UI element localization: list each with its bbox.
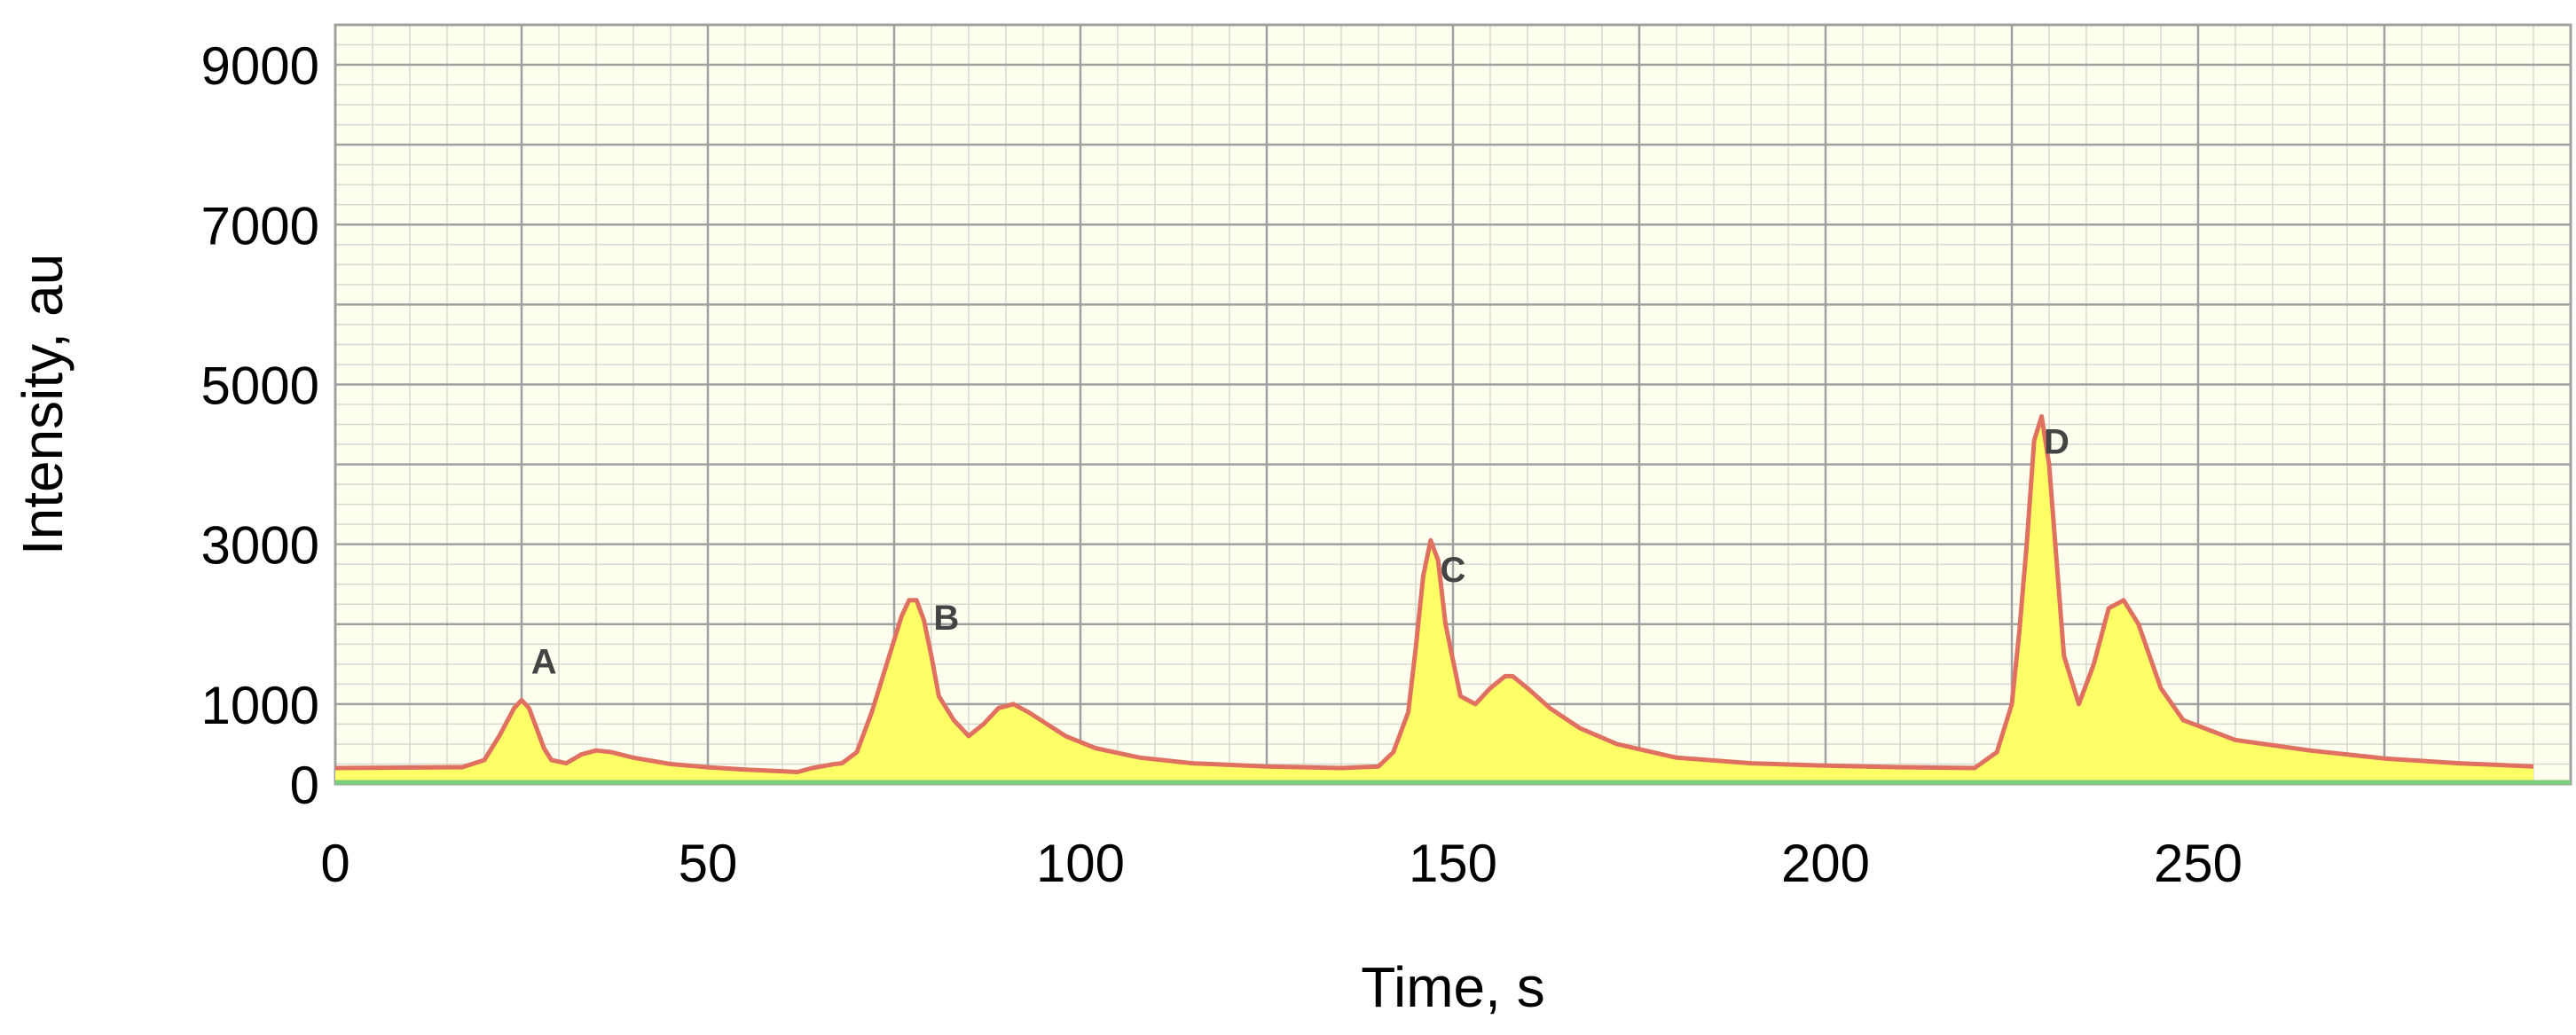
y-tick-labels: 0 1000 3000 5000 7000 9000 [201,36,319,815]
x-tick-label: 150 [1409,834,1497,893]
major-grid [334,23,2572,786]
y-axis-title: Intensity, au [11,254,75,555]
y-tick-label: 1000 [201,676,319,735]
x-tick-label: 100 [1036,834,1125,893]
y-tick-label: 0 [290,756,319,815]
y-tick-label: 5000 [201,356,319,415]
peak-label: A [531,642,557,681]
x-tick-label: 50 [679,834,738,893]
peak-label: B [933,599,959,638]
y-tick-label: 3000 [201,516,319,576]
x-tick-labels: 0 50 100 150 200 250 [320,834,2242,893]
y-tick-label: 9000 [201,36,319,96]
peak-annotations: A B C D [531,423,2069,682]
series-line [334,414,2534,774]
series-area-fill [335,416,2533,784]
x-tick-label: 250 [2154,834,2242,893]
peak-label: C [1441,551,1466,590]
x-tick-label: 200 [1781,834,1870,893]
y-tick-label: 7000 [201,196,319,255]
peak-label: D [2044,423,2069,462]
x-axis-title: Time, s [1361,955,1544,1019]
x-tick-label: 0 [320,834,349,893]
